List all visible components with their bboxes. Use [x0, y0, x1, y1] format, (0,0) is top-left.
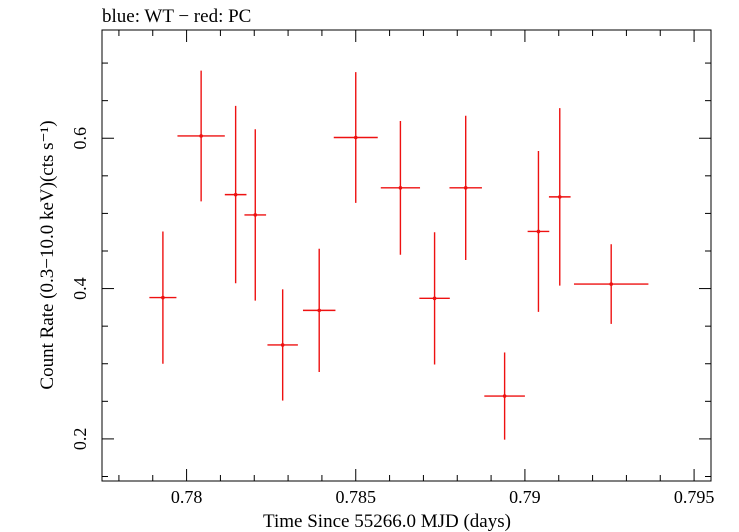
point-marker — [502, 394, 507, 398]
point-marker — [609, 282, 613, 286]
point-marker — [161, 295, 165, 300]
data-point — [302, 248, 336, 373]
data-point — [333, 72, 378, 203]
data-series-pc — [149, 70, 649, 440]
data-point — [449, 115, 482, 261]
data-point — [149, 231, 177, 364]
point-marker — [432, 296, 437, 301]
y-tick-label: 0.4 — [70, 277, 90, 300]
data-point — [177, 70, 225, 202]
chart-title: blue: WT − red: PC — [102, 6, 251, 27]
x-tick-label: 0.785 — [336, 487, 377, 507]
point-marker — [317, 308, 322, 313]
x-axis-label: Time Since 55266.0 MJD (days) — [263, 511, 511, 532]
point-marker — [199, 134, 203, 138]
y-tick-label: 0.6 — [70, 127, 90, 150]
point-marker — [280, 343, 285, 347]
point-marker — [398, 186, 403, 190]
data-point — [548, 108, 571, 286]
y-axis-ticks: 0.2 0.4 0.6 — [70, 62, 711, 477]
data-point — [380, 120, 421, 255]
point-marker — [253, 213, 258, 217]
data-point — [244, 129, 267, 301]
point-marker — [557, 195, 562, 199]
x-tick-label: 0.79 — [509, 487, 541, 507]
y-tick-label: 0.2 — [70, 428, 90, 451]
data-point — [573, 244, 649, 324]
plot-frame — [101, 29, 712, 482]
point-marker — [536, 229, 541, 234]
data-point — [267, 289, 298, 401]
point-marker — [233, 192, 238, 197]
data-point — [224, 105, 247, 284]
x-tick-label: 0.78 — [171, 487, 203, 507]
point-marker — [353, 135, 358, 140]
x-axis-ticks: 0.78 0.785 0.79 0.795 — [118, 30, 715, 507]
x-tick-label: 0.795 — [674, 487, 715, 507]
data-point — [419, 232, 450, 365]
data-point — [484, 352, 525, 440]
data-point — [527, 151, 550, 312]
y-axis-label: Count Rate (0.3−10.0 keV)(cts s⁻¹) — [37, 120, 58, 389]
point-marker — [463, 186, 468, 190]
